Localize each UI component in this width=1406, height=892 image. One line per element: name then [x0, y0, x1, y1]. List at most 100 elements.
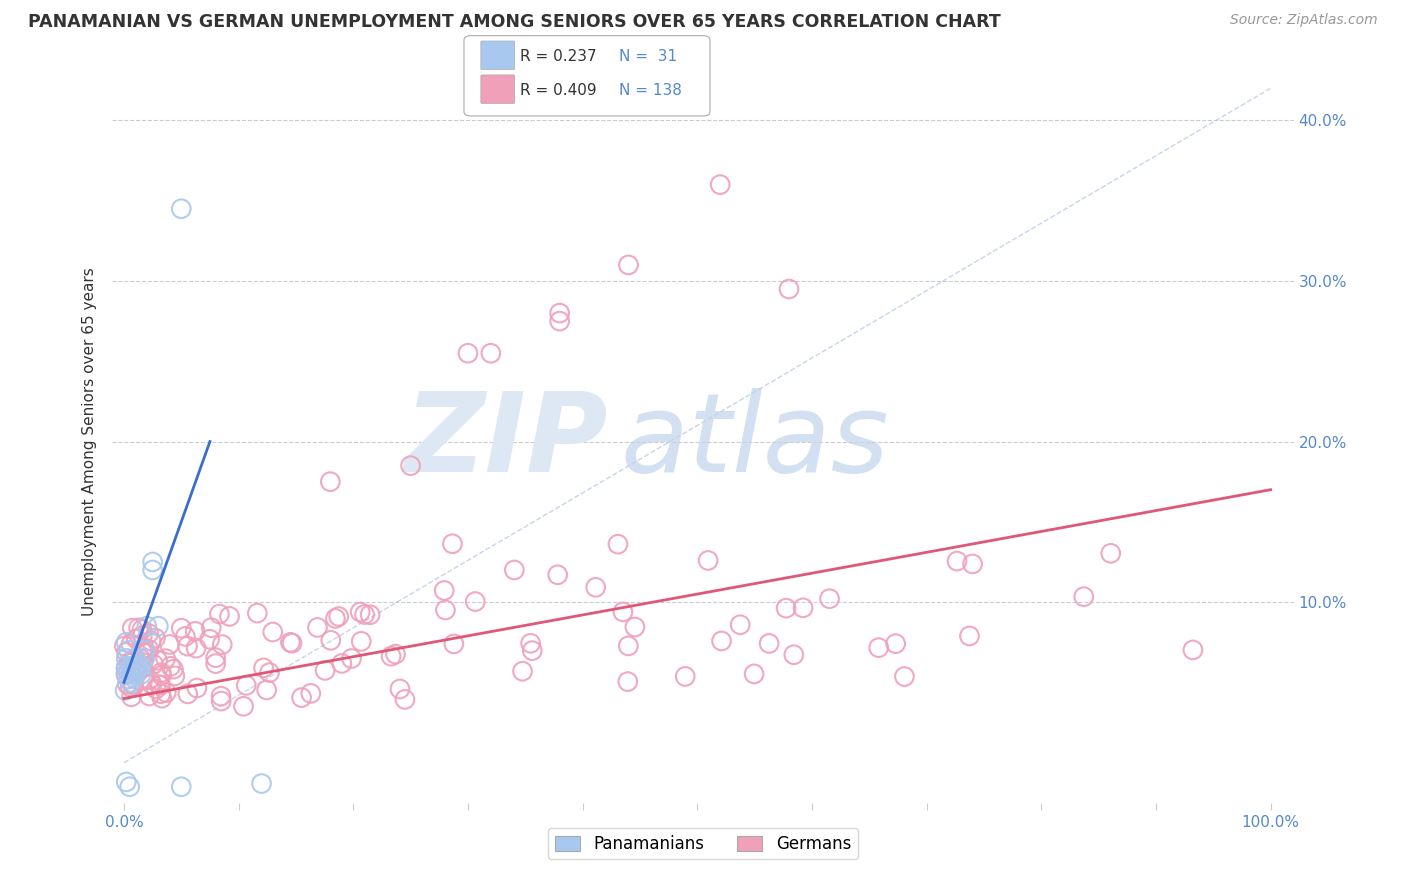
- Point: [340, 651, 363, 665]
- Point: [115, 667, 138, 681]
- Point: [122, 671, 145, 685]
- Point: [150, 691, 173, 706]
- Point: [134, 643, 156, 657]
- Point: [464, 594, 486, 608]
- Point: [121, 677, 143, 691]
- Point: [209, 694, 232, 708]
- Point: [512, 665, 534, 679]
- Point: [115, 662, 138, 676]
- Point: [176, 639, 198, 653]
- Point: [758, 636, 780, 650]
- Point: [138, 689, 160, 703]
- Point: [328, 609, 350, 624]
- Point: [617, 674, 640, 689]
- Point: [307, 620, 329, 634]
- Point: [697, 553, 720, 567]
- Point: [129, 659, 152, 673]
- Point: [1181, 643, 1204, 657]
- Text: PANAMANIAN VS GERMAN UNEMPLOYMENT AMONG SENIORS OVER 65 YEARS CORRELATION CHART: PANAMANIAN VS GERMAN UNEMPLOYMENT AMONG …: [28, 13, 1001, 31]
- Point: [141, 677, 163, 691]
- Point: [232, 699, 254, 714]
- Point: [127, 663, 149, 677]
- Point: [262, 625, 284, 640]
- Point: [145, 631, 167, 645]
- Point: [208, 607, 231, 621]
- Point: [117, 677, 139, 691]
- Point: [145, 681, 167, 696]
- Point: [148, 678, 170, 692]
- Point: [281, 636, 304, 650]
- Point: [142, 555, 165, 569]
- Point: [742, 667, 765, 681]
- Point: [129, 667, 152, 681]
- Point: [585, 580, 607, 594]
- Point: [120, 667, 142, 681]
- Point: [775, 601, 797, 615]
- Point: [115, 775, 138, 789]
- Point: [124, 651, 146, 665]
- Point: [120, 655, 142, 669]
- Point: [259, 665, 281, 680]
- Point: [235, 678, 257, 692]
- Point: [170, 202, 193, 216]
- Point: [607, 537, 630, 551]
- Point: [198, 632, 221, 647]
- Point: [394, 692, 416, 706]
- Text: R = 0.409: R = 0.409: [520, 83, 596, 97]
- Point: [946, 554, 969, 568]
- Point: [135, 647, 157, 661]
- Point: [962, 557, 984, 571]
- Point: [148, 619, 170, 633]
- Point: [150, 665, 173, 680]
- Point: [134, 641, 156, 656]
- Point: [457, 346, 479, 360]
- Point: [548, 306, 571, 320]
- Point: [142, 657, 165, 672]
- Point: [162, 662, 184, 676]
- Point: [503, 563, 526, 577]
- Point: [138, 626, 160, 640]
- Point: [728, 617, 751, 632]
- Point: [177, 687, 200, 701]
- Point: [120, 680, 142, 694]
- Point: [350, 634, 373, 648]
- Point: [959, 629, 981, 643]
- Point: [120, 690, 142, 704]
- Point: [519, 636, 541, 650]
- Point: [159, 638, 181, 652]
- Point: [125, 632, 148, 646]
- Point: [112, 639, 135, 653]
- Point: [120, 663, 142, 677]
- Point: [280, 635, 302, 649]
- Point: [138, 642, 160, 657]
- Y-axis label: Unemployment Among Seniors over 65 years: Unemployment Among Seniors over 65 years: [82, 268, 97, 615]
- Point: [252, 661, 274, 675]
- Point: [218, 609, 240, 624]
- Point: [868, 640, 890, 655]
- Point: [122, 678, 145, 692]
- Point: [150, 668, 173, 682]
- Point: [115, 645, 138, 659]
- Point: [124, 659, 146, 673]
- Point: [114, 683, 136, 698]
- Point: [121, 621, 143, 635]
- Point: [149, 687, 172, 701]
- Point: [170, 621, 193, 635]
- Point: [124, 665, 146, 679]
- Point: [441, 537, 464, 551]
- Point: [115, 667, 138, 681]
- Point: [246, 606, 269, 620]
- Point: [129, 652, 152, 666]
- Point: [124, 651, 146, 665]
- Point: [778, 282, 800, 296]
- Point: [209, 689, 232, 703]
- Point: [134, 651, 156, 665]
- Point: [204, 650, 226, 665]
- Point: [884, 637, 907, 651]
- Point: [617, 639, 640, 653]
- Point: [127, 656, 149, 670]
- Point: [115, 659, 138, 673]
- Point: [211, 638, 233, 652]
- Point: [783, 648, 806, 662]
- Point: [388, 681, 411, 696]
